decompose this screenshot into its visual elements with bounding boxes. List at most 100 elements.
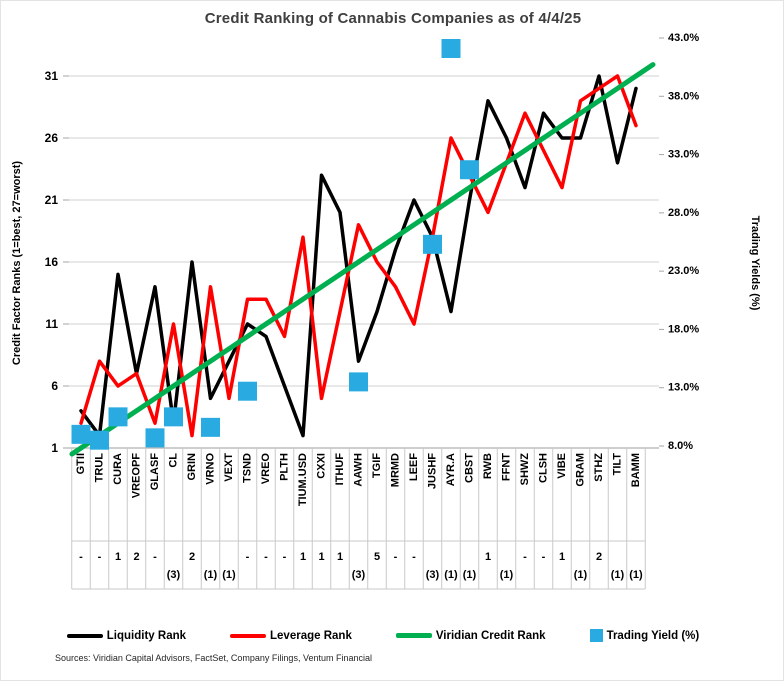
trading-yield-marker-TRUL bbox=[90, 430, 109, 450]
rank-change-GLASF: - bbox=[153, 551, 157, 563]
ticker-label-CLSH: CLSH bbox=[538, 453, 550, 483]
chart-title: Credit Ranking of Cannabis Companies as … bbox=[204, 10, 582, 27]
rank-change-CLSH: - bbox=[542, 551, 546, 563]
ticker-label-VEXT: VEXT bbox=[223, 453, 235, 482]
rank-change-PLTH: - bbox=[283, 551, 287, 563]
rank-change-AYR.A: (1) bbox=[444, 569, 458, 581]
left-axis-tick-label: 31 bbox=[45, 69, 59, 83]
legend-label-credit-rank: Viridian Credit Rank bbox=[435, 629, 546, 642]
left-axis-tick-label: 1 bbox=[51, 441, 58, 455]
ticker-label-FFNT: FFNT bbox=[501, 453, 513, 481]
trading-yield-marker-JUSHF bbox=[423, 234, 442, 254]
trading-yield-marker-CL bbox=[164, 407, 183, 427]
rank-change-ITHUF: 1 bbox=[337, 551, 343, 563]
ticker-label-CL: CL bbox=[168, 453, 180, 468]
ticker-label-TIUM.USD: TIUM.USD bbox=[297, 453, 309, 506]
legend-label-trading-yield: Trading Yield (%) bbox=[606, 629, 700, 642]
rank-change-LEEF: - bbox=[412, 551, 416, 563]
rank-change-CURA: 1 bbox=[115, 551, 121, 563]
ticker-label-STHZ: STHZ bbox=[593, 453, 605, 482]
ticker-label-CXXI: CXXI bbox=[316, 453, 328, 479]
rank-change-VRNO: (1) bbox=[204, 569, 218, 581]
rank-change-SHWZ: - bbox=[523, 551, 527, 563]
right-axis-tick-label: 28.0% bbox=[668, 207, 699, 219]
liquidity-line-swatch-icon bbox=[66, 633, 103, 638]
ticker-label-GRAM: GRAM bbox=[575, 453, 587, 487]
rank-change-CBST: (1) bbox=[463, 569, 477, 581]
ticker-label-VREO: VREO bbox=[260, 453, 272, 485]
rank-change-GTII: - bbox=[79, 551, 83, 563]
trading-yield-marker-GLASF bbox=[145, 428, 165, 448]
right-axis-tick-label: 23.0% bbox=[668, 265, 699, 277]
rank-change-MRMD: - bbox=[394, 551, 398, 563]
trading-yield-marker-GTII bbox=[71, 424, 91, 444]
rank-change-GRAM: (1) bbox=[574, 569, 588, 581]
right-axis-tick-label: 18.0% bbox=[668, 323, 699, 335]
right-axis-tick-label: 38.0% bbox=[668, 90, 699, 102]
viridian-credit-rank-line bbox=[69, 62, 656, 457]
rank-change-CL: (3) bbox=[167, 569, 181, 581]
trading-yield-marker-AAWH bbox=[349, 372, 368, 392]
rank-change-TILT: (1) bbox=[611, 569, 625, 581]
rank-change-TGIF: 5 bbox=[374, 551, 380, 563]
legend-item-leverage: Leverage Rank bbox=[230, 630, 352, 642]
rank-change-VEXT: (1) bbox=[222, 569, 236, 581]
right-axis-tick-label: 43.0% bbox=[668, 32, 699, 44]
leverage-rank-line bbox=[79, 74, 638, 438]
rank-change-TIUM.USD: 1 bbox=[300, 551, 306, 563]
chart-legend: Liquidity Rank Leverage Rank Viridian Cr… bbox=[1, 629, 765, 642]
right-axis-tick-label: 13.0% bbox=[668, 382, 699, 394]
ticker-label-TRUL: TRUL bbox=[94, 453, 106, 483]
trading-yield-square-swatch-icon bbox=[589, 629, 603, 642]
ticker-label-AAWH: AAWH bbox=[353, 453, 365, 487]
rank-change-GRIN: 2 bbox=[189, 551, 195, 563]
rank-change-VREO: - bbox=[264, 551, 268, 563]
legend-item-liquidity: Liquidity Rank bbox=[66, 630, 186, 642]
ticker-label-ITHUF: ITHUF bbox=[334, 453, 346, 486]
rank-change-AAWH: (3) bbox=[352, 569, 366, 581]
ticker-label-TSND: TSND bbox=[242, 453, 254, 483]
ticker-label-CBST: CBST bbox=[464, 453, 476, 483]
rank-change-FFNT: (1) bbox=[500, 569, 514, 581]
rank-change-STHZ: 2 bbox=[596, 551, 602, 563]
rank-change-RWB: 1 bbox=[485, 551, 491, 563]
rank-change-VREOPF: 2 bbox=[133, 551, 139, 563]
ticker-label-LEEF: LEEF bbox=[408, 453, 420, 481]
left-axis-tick-label: 11 bbox=[45, 317, 58, 331]
rank-change-VIBE: 1 bbox=[559, 551, 565, 563]
rank-change-BAMM: (1) bbox=[629, 569, 643, 581]
trading-yield-marker-CURA bbox=[108, 407, 128, 427]
ticker-label-RWB: RWB bbox=[482, 453, 494, 479]
ticker-label-VRNO: VRNO bbox=[205, 453, 217, 485]
right-axis-tick-label: 8.0% bbox=[668, 440, 693, 452]
rank-change-CXXI: 1 bbox=[318, 551, 324, 563]
credit-rank-line-swatch-icon bbox=[395, 633, 432, 638]
ticker-label-VREOPF: VREOPF bbox=[131, 453, 143, 499]
rank-change-TSND: - bbox=[246, 551, 250, 563]
ticker-label-PLTH: PLTH bbox=[279, 453, 291, 481]
ticker-label-GRIN: GRIN bbox=[186, 453, 198, 481]
ticker-label-TGIF: TGIF bbox=[371, 453, 383, 478]
left-axis-tick-label: 6 bbox=[51, 379, 58, 393]
legend-item-trading-yield: Trading Yield (%) bbox=[589, 629, 700, 642]
left-axis-tick-label: 16 bbox=[45, 255, 59, 269]
ticker-label-VIBE: VIBE bbox=[556, 453, 568, 479]
trading-yield-marker-TSND bbox=[238, 381, 257, 401]
ticker-label-SHWZ: SHWZ bbox=[519, 453, 531, 486]
ticker-label-TILT: TILT bbox=[612, 453, 624, 476]
legend-label-leverage: Leverage Rank bbox=[270, 629, 352, 642]
ticker-label-AYR.A: AYR.A bbox=[445, 453, 457, 486]
trading-yield-marker-AYR.A bbox=[441, 38, 461, 58]
sources-note: Sources: Viridian Capital Advisors, Fact… bbox=[55, 653, 372, 663]
left-axis-tick-label: 26 bbox=[45, 131, 59, 145]
legend-item-credit-rank: Viridian Credit Rank bbox=[395, 629, 546, 642]
ticker-label-CURA: CURA bbox=[112, 453, 124, 485]
right-axis-tick-label: 33.0% bbox=[668, 149, 699, 161]
leverage-line-swatch-icon bbox=[230, 633, 267, 638]
rank-change-TRUL: - bbox=[98, 551, 102, 563]
ticker-label-MRMD: MRMD bbox=[390, 453, 402, 487]
ticker-label-JUSHF: JUSHF bbox=[427, 453, 439, 489]
rank-change-JUSHF: (3) bbox=[426, 569, 440, 581]
